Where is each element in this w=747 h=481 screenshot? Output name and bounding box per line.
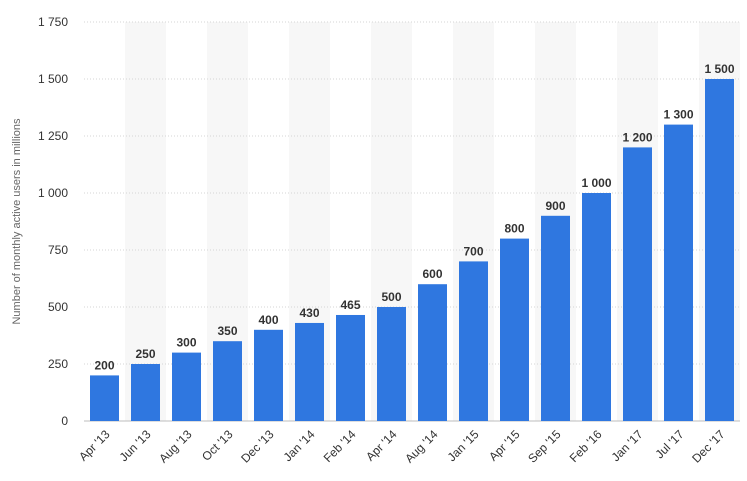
- bar: [377, 307, 406, 421]
- bar: [541, 215, 570, 421]
- data-label: 200: [94, 358, 114, 372]
- bar: [418, 284, 447, 421]
- data-label: 430: [299, 306, 319, 320]
- y-axis-ticks: 0 250 500 750 1 000 1 250 1 500 1 750: [38, 15, 68, 428]
- x-axis-ticks: Apr '13 Jun '13 Aug '13 Oct '13 Dec '13 Jan '…: [76, 427, 728, 466]
- bar: [500, 238, 529, 421]
- data-label: 1 500: [704, 62, 734, 76]
- y-tick-label: 500: [48, 300, 68, 314]
- bar: [582, 193, 611, 421]
- bar: [213, 341, 242, 421]
- bar: [705, 79, 734, 421]
- x-tick-label: Dec '17: [689, 427, 728, 466]
- x-tick-label: Feb '14: [321, 427, 359, 465]
- data-label: 400: [258, 313, 278, 327]
- bar: [664, 124, 693, 421]
- bar: [172, 352, 201, 421]
- x-tick-label: Jan '14: [281, 427, 318, 464]
- y-tick-label: 1 250: [38, 129, 68, 143]
- bars: [90, 79, 734, 421]
- data-label: 800: [504, 222, 524, 236]
- x-tick-label: Apr '15: [486, 427, 523, 464]
- x-tick-label: Apr '13: [76, 427, 113, 464]
- y-tick-label: 0: [61, 414, 68, 428]
- y-tick-label: 1 000: [38, 186, 68, 200]
- data-label: 250: [135, 347, 155, 361]
- data-label: 350: [217, 324, 237, 338]
- data-label: 1 200: [622, 130, 652, 144]
- x-tick-label: Jul '17: [652, 427, 686, 461]
- bar: [623, 147, 652, 421]
- data-label: 300: [176, 336, 196, 350]
- x-tick-label: Sep '15: [525, 427, 564, 466]
- data-label: 900: [545, 199, 565, 213]
- x-tick-label: Aug '14: [402, 427, 441, 466]
- x-tick-label: Jun '13: [117, 427, 154, 464]
- x-tick-label: Apr '14: [363, 427, 400, 464]
- data-label: 1 000: [581, 176, 611, 190]
- x-tick-label: Dec '13: [238, 427, 277, 466]
- y-tick-label: 750: [48, 243, 68, 257]
- bar: [131, 364, 160, 421]
- x-tick-label: Oct '13: [199, 427, 236, 464]
- data-label: 465: [340, 298, 360, 312]
- bar: [254, 329, 283, 421]
- y-tick-label: 1 750: [38, 15, 68, 29]
- y-tick-label: 250: [48, 357, 68, 371]
- x-tick-label: Jan '17: [609, 427, 646, 464]
- data-label: 500: [381, 290, 401, 304]
- bar: [90, 375, 119, 421]
- data-labels: 200 250 300 350 400 430 465 500 600 700 800 900 1 00…: [94, 62, 734, 372]
- bar: [459, 261, 488, 421]
- y-axis-title: Number of monthly active users in millio…: [11, 118, 23, 325]
- data-label: 1 300: [663, 108, 693, 122]
- data-label: 600: [422, 267, 442, 281]
- x-tick-label: Feb '16: [567, 427, 605, 465]
- bar: [295, 322, 324, 421]
- bar: [336, 314, 365, 421]
- data-label: 700: [463, 244, 483, 258]
- y-tick-label: 1 500: [38, 72, 68, 86]
- x-tick-label: Aug '13: [156, 427, 195, 466]
- x-tick-label: Jan '15: [445, 427, 482, 464]
- column-band: [125, 22, 166, 421]
